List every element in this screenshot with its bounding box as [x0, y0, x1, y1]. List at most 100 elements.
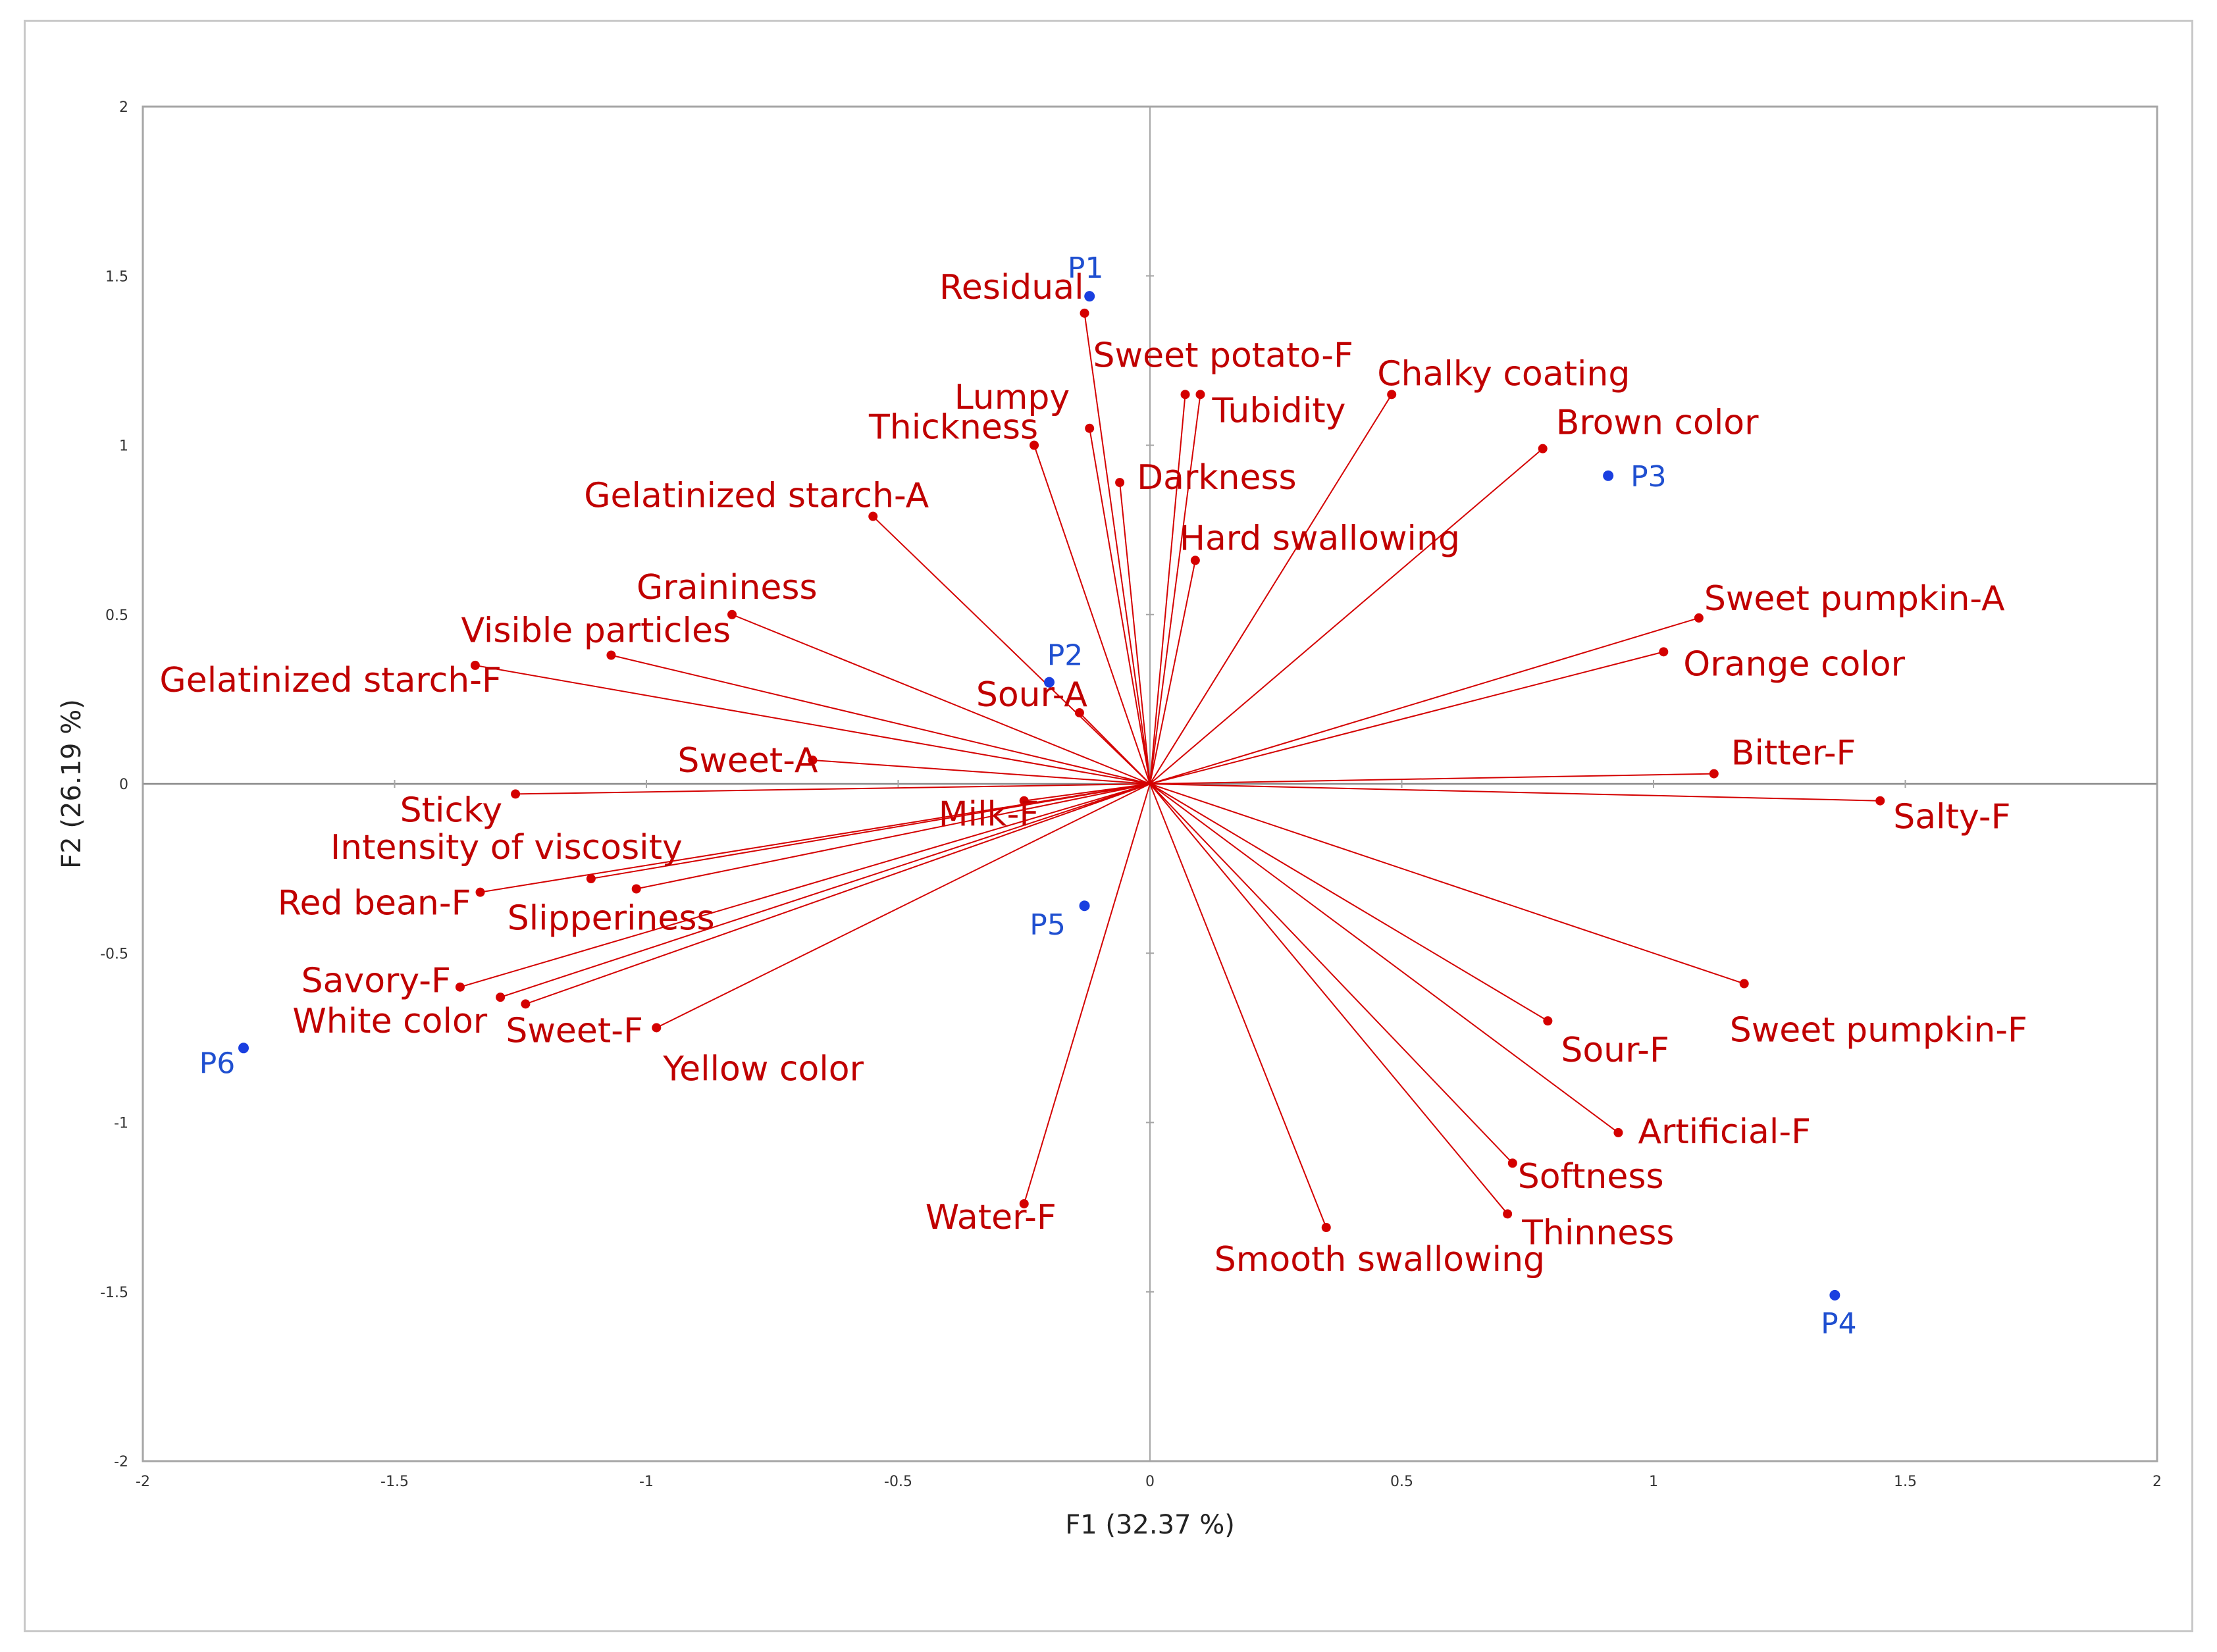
vector-artificial-f	[1149, 783, 1619, 1133]
label-sweet-a: Sweet-A	[677, 741, 818, 781]
label-tubidity: Tubidity	[1212, 391, 1346, 430]
vector-orange-color	[1149, 651, 1664, 785]
x-tick-label: -2	[136, 1474, 150, 1490]
vector-sweet-a	[812, 759, 1151, 785]
point-sweet-potato-f	[1180, 390, 1190, 400]
y-tick-label: 1.5	[105, 269, 128, 285]
vector-sweet-potato-f	[1149, 394, 1186, 785]
point-yellow-color	[652, 1023, 662, 1033]
point-thickness	[1030, 440, 1039, 450]
label-brown-color: Brown color	[1556, 403, 1759, 443]
x-axis-title: F1 (32.37 %)	[1065, 1510, 1235, 1540]
point-sticky	[511, 789, 521, 799]
point-softness	[1507, 1158, 1517, 1168]
vector-sour-f	[1149, 783, 1548, 1022]
obs-label-p4: P4	[1821, 1307, 1857, 1341]
label-savory-f: Savory-F	[301, 962, 451, 1001]
label-chalky-coating: Chalky coating	[1377, 354, 1630, 394]
vector-visible-particles	[611, 654, 1151, 785]
obs-point-p1	[1084, 291, 1095, 302]
obs-point-p4	[1829, 1289, 1840, 1301]
vector-sticky	[515, 783, 1151, 795]
vector-lumpy	[1089, 428, 1151, 785]
x-tick-label: 1	[1649, 1474, 1658, 1490]
label-white-color: White color	[292, 1002, 487, 1041]
point-salty-f	[1875, 796, 1885, 806]
vector-tubidity	[1149, 394, 1201, 785]
label-sour-a: Sour-A	[976, 675, 1087, 715]
vector-gelatinized-starch-a	[872, 515, 1151, 785]
label-yellow-color: Yellow color	[662, 1049, 864, 1089]
label-red-bean-f: Red bean-F	[278, 884, 471, 923]
vector-softness	[1149, 783, 1513, 1164]
axis-ticks: -2 -1.5 -1 -0.5 0 0.5 1 1.5 2 2 1.5 1 0.5 0 -0.5 -1 -1.5…	[100, 99, 2162, 1490]
vector-brown-color	[1149, 448, 1544, 785]
x-tick-label: 0.5	[1390, 1474, 1413, 1490]
vector-yellow-color	[656, 783, 1151, 1029]
point-water-f	[1019, 1199, 1029, 1208]
vector-gelatinized-starch-f	[475, 664, 1151, 785]
label-hard-swallowing: Hard swallowing	[1180, 519, 1460, 558]
vector-chalky-coating	[1149, 394, 1393, 785]
point-bitter-f	[1709, 769, 1719, 779]
point-sweet-pumpkin-a	[1694, 613, 1704, 623]
point-savory-f	[455, 982, 465, 992]
point-lumpy	[1085, 423, 1095, 433]
vector-bitter-f	[1149, 773, 1714, 785]
y-tick-label: 2	[119, 99, 128, 116]
point-residual	[1080, 308, 1089, 318]
x-tick-label: 2	[2152, 1474, 2162, 1490]
y-tick-label: -0.5	[100, 946, 128, 962]
x-tick-label: 0	[1145, 1474, 1155, 1490]
point-chalky-coating	[1387, 390, 1397, 400]
vector-red-bean-f	[480, 783, 1151, 893]
point-darkness	[1115, 478, 1125, 488]
point-sweet-f	[521, 999, 531, 1009]
vector-white-color	[500, 783, 1151, 998]
vector-sweet-pumpkin-a	[1149, 617, 1700, 785]
point-sweet-pumpkin-f	[1739, 979, 1749, 989]
observation-points: P1 P2 P3 P4 P5 P6	[199, 251, 1857, 1341]
point-brown-color	[1538, 444, 1548, 453]
label-sweet-pumpkin-a: Sweet pumpkin-A	[1704, 579, 2005, 619]
vector-water-f	[1023, 783, 1151, 1204]
point-graininess	[727, 609, 737, 619]
point-slipperiness	[631, 884, 641, 894]
vector-graininess	[731, 613, 1151, 785]
y-axis-title: F2 (26.19 %)	[57, 699, 87, 869]
y-tick-label: 0	[119, 777, 128, 793]
point-hard-swallowing	[1190, 555, 1200, 565]
point-artificial-f	[1613, 1127, 1623, 1137]
point-sour-f	[1543, 1016, 1553, 1026]
label-residual: Residual	[939, 268, 1084, 307]
obs-label-p3: P3	[1630, 460, 1667, 494]
label-milk-f: Milk-F	[939, 795, 1039, 835]
label-sweet-pumpkin-f: Sweet pumpkin-F	[1730, 1011, 2027, 1050]
vector-smooth-swallowing	[1149, 783, 1327, 1228]
y-tick-label: -1	[114, 1116, 128, 1132]
point-smooth-swallowing	[1321, 1222, 1331, 1232]
label-orange-color: Orange color	[1683, 644, 1905, 684]
point-sour-a	[1074, 708, 1084, 717]
obs-point-p2	[1044, 677, 1055, 688]
point-tubidity	[1195, 390, 1205, 400]
point-milk-f	[1019, 796, 1029, 806]
obs-label-p5: P5	[1030, 908, 1066, 942]
point-thinness	[1503, 1209, 1513, 1219]
obs-label-p1: P1	[1068, 251, 1104, 285]
label-visible-particles: Visible particles	[461, 611, 731, 650]
label-artificial-f: Artificial-F	[1638, 1112, 1811, 1152]
label-slipperiness: Slipperiness	[508, 898, 715, 938]
point-orange-color	[1659, 647, 1669, 657]
vector-intensity-of-viscosity	[590, 783, 1151, 880]
vector-sour-a	[1079, 712, 1151, 785]
y-tick-label: 0.5	[105, 607, 128, 624]
y-tick-label: -2	[114, 1454, 128, 1470]
label-bitter-f: Bitter-F	[1731, 734, 1856, 773]
label-sticky: Sticky	[400, 790, 502, 830]
label-thickness: Thickness	[868, 408, 1038, 448]
label-smooth-swallowing: Smooth swallowing	[1214, 1240, 1545, 1279]
x-tick-label: -1.5	[380, 1474, 409, 1490]
